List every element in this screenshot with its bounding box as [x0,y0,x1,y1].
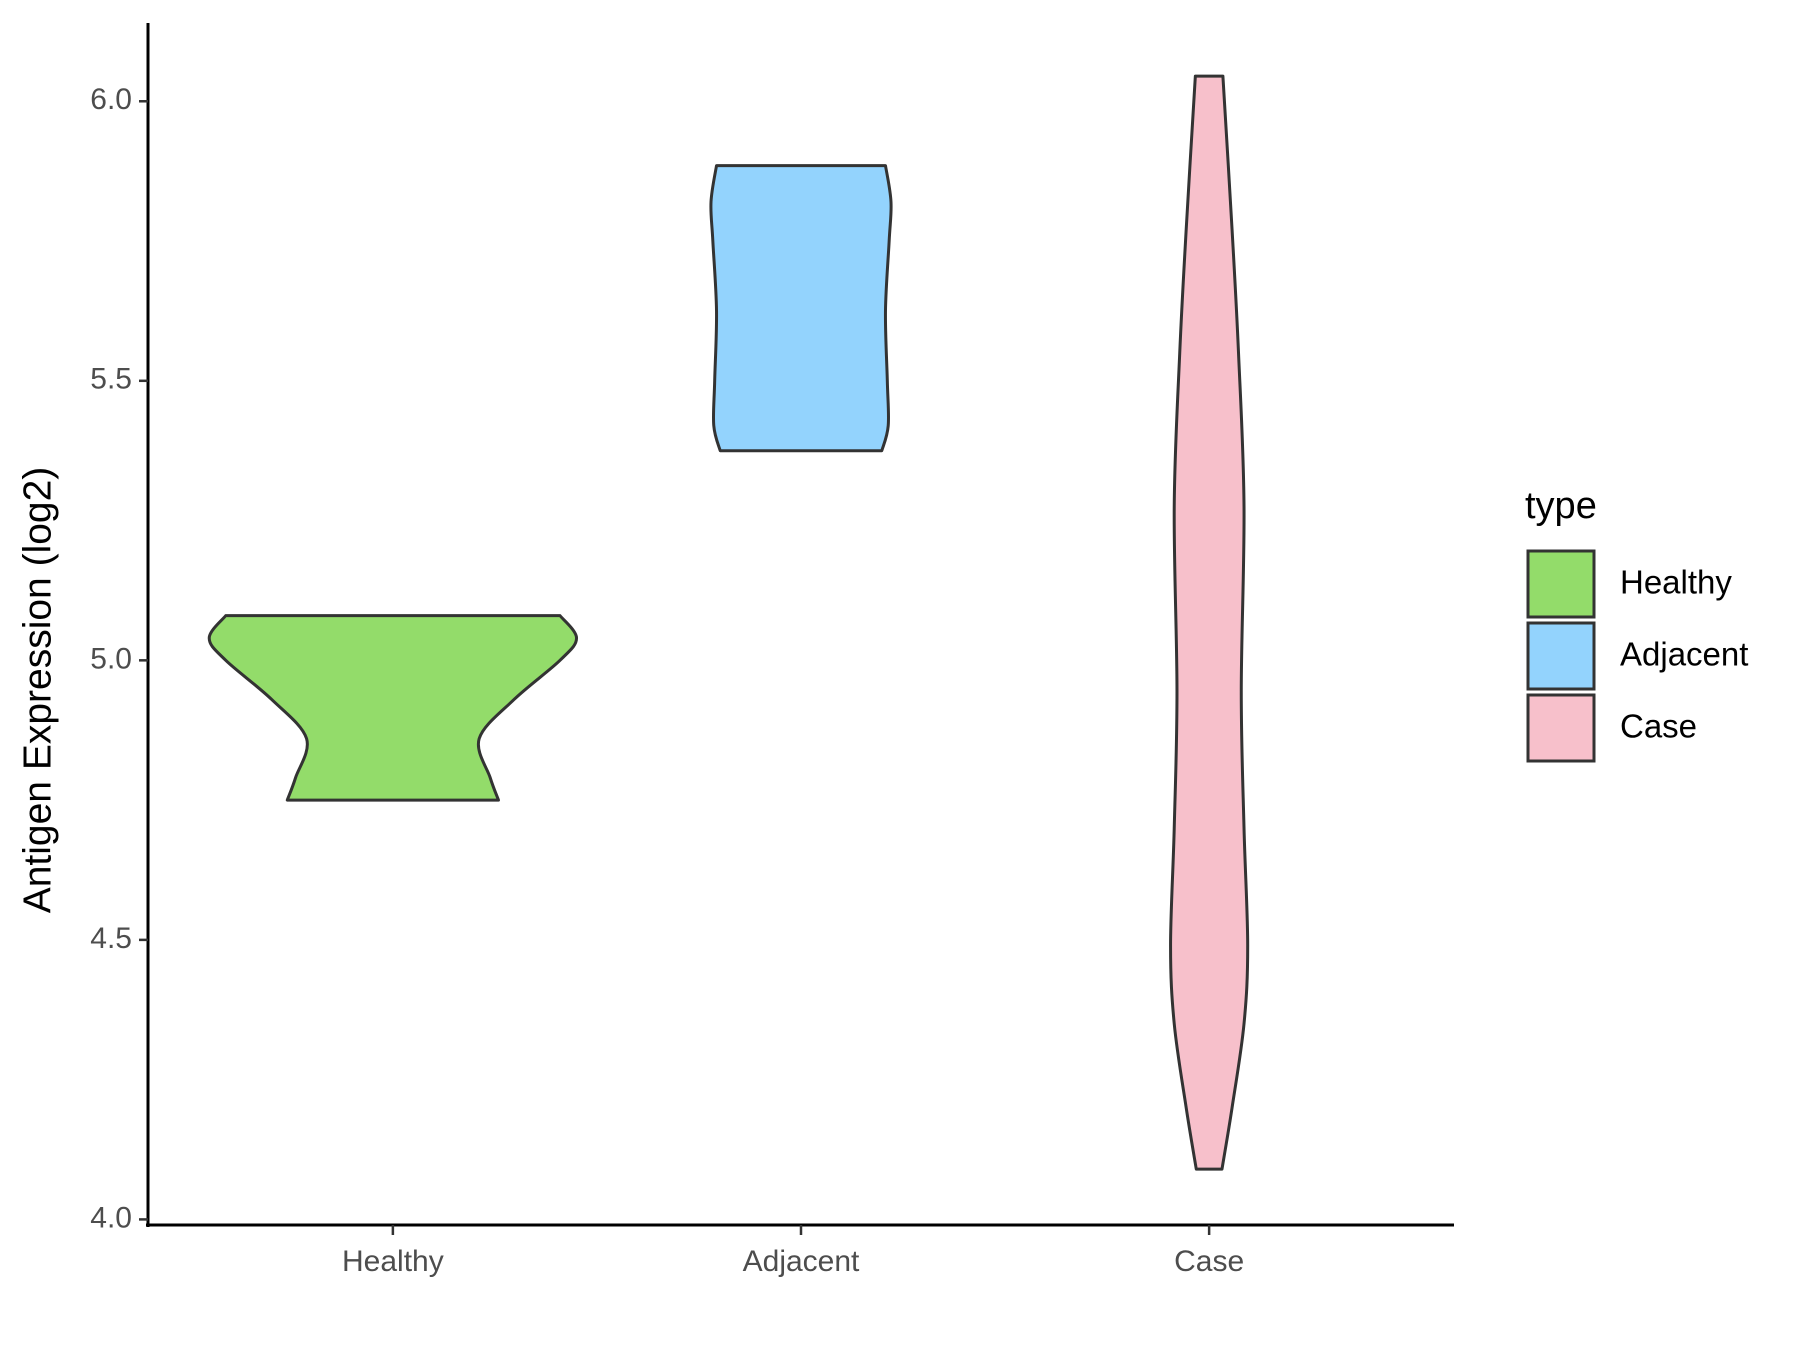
legend-label: Healthy [1620,564,1732,601]
violin [1169,74,1250,1171]
y-tick-label: 6.0 [90,83,132,116]
x-tick-label: Case [1174,1245,1244,1278]
y-tick-label: 4.0 [90,1201,132,1234]
violin [709,164,893,453]
legend-key [1526,693,1596,763]
y-tick-label: 4.5 [90,922,132,955]
legend-key [1526,621,1596,691]
y-axis-title: Antigen Expression (log2) [16,467,59,914]
violin [207,614,579,802]
legend-label: Case [1620,708,1697,745]
x-tick-label: Adjacent [743,1245,860,1278]
x-tick-label: Healthy [342,1245,444,1278]
legend-label: Adjacent [1620,636,1748,673]
legend-title: type [1525,485,1597,527]
legend-key [1526,549,1596,619]
y-tick-label: 5.0 [90,642,132,675]
y-tick-label: 5.5 [90,363,132,396]
